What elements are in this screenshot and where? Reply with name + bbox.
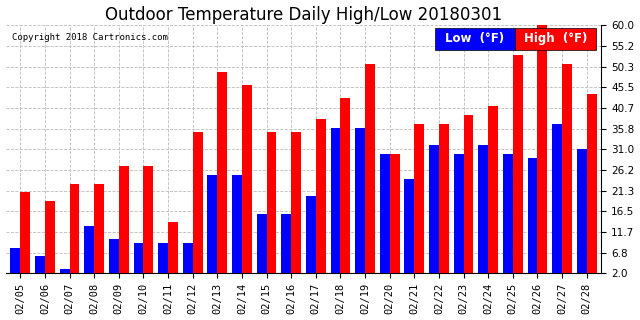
Bar (232, 175, 242, 282)
Bar (488, 107, 498, 282)
Title: Outdoor Temperature Daily High/Low 20180301: Outdoor Temperature Daily High/Low 20180… (105, 5, 502, 24)
Bar (218, 72, 227, 282)
Bar (109, 239, 119, 282)
Bar (552, 124, 562, 282)
FancyBboxPatch shape (435, 28, 515, 50)
Bar (404, 179, 414, 282)
FancyBboxPatch shape (515, 28, 595, 50)
Bar (10, 248, 20, 282)
Bar (538, 25, 547, 282)
Bar (513, 55, 523, 282)
Bar (60, 269, 70, 282)
Bar (340, 98, 350, 282)
Bar (267, 132, 276, 282)
Bar (562, 64, 572, 282)
Bar (439, 124, 449, 282)
Bar (527, 158, 538, 282)
Bar (143, 166, 154, 282)
Bar (94, 184, 104, 282)
Text: High  (°F): High (°F) (524, 32, 587, 45)
Bar (242, 85, 252, 282)
Bar (331, 128, 340, 282)
Bar (463, 115, 474, 282)
Bar (306, 196, 316, 282)
Bar (587, 94, 596, 282)
Bar (20, 192, 30, 282)
Bar (390, 154, 399, 282)
Bar (291, 132, 301, 282)
Text: Copyright 2018 Cartronics.com: Copyright 2018 Cartronics.com (12, 33, 168, 42)
Bar (35, 256, 45, 282)
Bar (134, 244, 143, 282)
Bar (478, 145, 488, 282)
Bar (577, 149, 587, 282)
Bar (365, 64, 375, 282)
Text: Low  (°F): Low (°F) (445, 32, 504, 45)
Bar (84, 226, 94, 282)
Bar (355, 128, 365, 282)
Bar (503, 154, 513, 282)
Bar (168, 222, 178, 282)
Bar (207, 175, 218, 282)
Bar (183, 244, 193, 282)
Bar (414, 124, 424, 282)
Bar (429, 145, 439, 282)
Bar (380, 154, 390, 282)
Bar (257, 213, 267, 282)
Bar (316, 119, 326, 282)
Bar (119, 166, 129, 282)
Bar (158, 244, 168, 282)
Bar (282, 213, 291, 282)
Bar (454, 154, 463, 282)
Bar (70, 184, 79, 282)
Bar (45, 201, 55, 282)
Bar (193, 132, 202, 282)
